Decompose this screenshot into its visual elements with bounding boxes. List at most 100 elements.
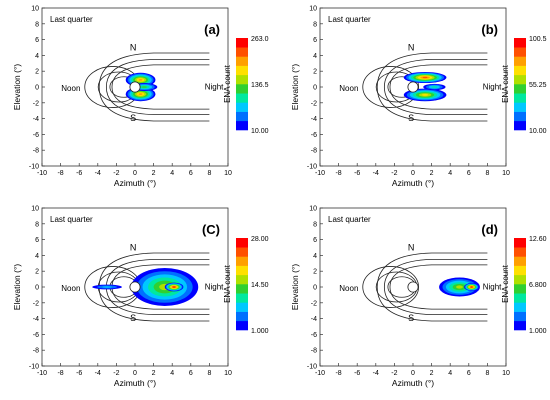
x-tick-label: 4 xyxy=(170,170,174,177)
x-tick-label: 8 xyxy=(207,170,211,177)
x-tick-label: -8 xyxy=(335,370,341,377)
colorbar-segment xyxy=(236,111,248,122)
y-tick-label: -2 xyxy=(33,100,39,107)
south-label: S xyxy=(130,313,136,323)
y-tick-label: -4 xyxy=(311,316,317,323)
tail-field-line xyxy=(105,58,210,116)
noon-label: Noon xyxy=(339,284,358,293)
emission-contour xyxy=(138,79,143,81)
colorbar-segment xyxy=(236,47,248,57)
y-tick-label: -4 xyxy=(33,316,39,323)
x-tick-label: -10 xyxy=(315,170,325,177)
colorbar-segment xyxy=(236,93,248,103)
tail-field-line xyxy=(383,58,488,116)
y-tick-label: 10 xyxy=(309,206,317,213)
north-label: N xyxy=(408,43,415,53)
tail-field-line xyxy=(98,52,210,122)
x-tick-label: 8 xyxy=(485,370,489,377)
x-tick-label: 6 xyxy=(189,170,193,177)
x-tick-label: -8 xyxy=(335,170,341,177)
y-tick-label: -6 xyxy=(33,132,39,139)
colorbar-segment xyxy=(236,320,248,331)
colorbar-segment xyxy=(514,320,526,331)
y-tick-label: 10 xyxy=(31,206,39,213)
chart-panel: -10 -8 -6 -4 -2 0 2 4 6 8 10 -10 -8 -6 -4 -2 0 2 4 6 8 10 Azim… xyxy=(12,206,269,389)
x-tick-label: 0 xyxy=(411,370,415,377)
y-tick-label: 0 xyxy=(313,285,317,292)
colorbar-segment xyxy=(514,111,526,122)
x-tick-label: 2 xyxy=(152,170,156,177)
colorbar-tick-label: 136.5 xyxy=(251,82,269,89)
x-tick-label: 0 xyxy=(133,370,137,377)
x-tick-label: 2 xyxy=(152,370,156,377)
colorbar-segment xyxy=(236,56,248,66)
x-tick-label: 10 xyxy=(502,170,510,177)
x-tick-label: 0 xyxy=(133,170,137,177)
earth-symbol xyxy=(407,81,419,93)
y-tick-label: 6 xyxy=(35,37,39,44)
x-axis-label: Azimuth (°) xyxy=(114,178,156,188)
noon-label: Noon xyxy=(61,284,80,293)
earth-symbol xyxy=(407,281,419,293)
y-tick-label: -8 xyxy=(311,348,317,355)
colorbar-segment xyxy=(514,84,526,94)
noon-label: Noon xyxy=(339,84,358,93)
y-tick-label: -6 xyxy=(311,132,317,139)
colorbar-segment xyxy=(236,38,248,48)
colorbar-tick-label: 28.00 xyxy=(251,236,269,243)
colorbar-segment xyxy=(236,120,248,131)
colorbar-segment xyxy=(514,47,526,57)
y-tick-label: -2 xyxy=(33,300,39,307)
x-tick-label: -4 xyxy=(95,370,101,377)
y-tick-label: -6 xyxy=(33,332,39,339)
tail-field-line xyxy=(376,252,488,322)
colorbar-segment xyxy=(514,102,526,112)
x-tick-label: -2 xyxy=(113,170,119,177)
emission-contour xyxy=(102,286,113,288)
x-tick-label: -2 xyxy=(391,170,397,177)
emission-contour xyxy=(456,285,463,289)
colorbar-tick-label: 55.25 xyxy=(529,82,547,89)
south-label: S xyxy=(408,313,414,323)
colorbar-segment xyxy=(236,293,248,303)
north-label: N xyxy=(130,43,137,53)
colorbar-segment xyxy=(514,38,526,48)
colorbar-segment xyxy=(514,311,526,322)
y-tick-label: 8 xyxy=(313,21,317,28)
emission-contour xyxy=(138,93,143,95)
north-label: N xyxy=(130,243,137,253)
colorbar-segment xyxy=(236,74,248,85)
y-tick-label: -8 xyxy=(311,148,317,155)
y-tick-label: 6 xyxy=(35,237,39,244)
x-tick-label: -6 xyxy=(354,370,360,377)
dayside-field-line xyxy=(362,266,419,308)
y-tick-label: 2 xyxy=(313,269,317,276)
colorbar-tick-label: 10.00 xyxy=(251,128,269,135)
x-tick-label: -8 xyxy=(57,170,63,177)
colorbar-segment xyxy=(514,256,526,266)
y-tick-label: 0 xyxy=(313,85,317,92)
y-tick-label: 2 xyxy=(35,69,39,76)
colorbar-segment xyxy=(514,247,526,257)
colorbar-segment xyxy=(514,265,526,276)
colorbar-title: ENA count xyxy=(223,64,232,103)
x-axis-label: Azimuth (°) xyxy=(392,378,434,388)
y-axis-label: Elevation (°) xyxy=(12,264,22,311)
x-axis-label: Azimuth (°) xyxy=(114,378,156,388)
colorbar-segment xyxy=(514,93,526,103)
colorbar-segment xyxy=(236,238,248,248)
x-tick-label: -2 xyxy=(391,370,397,377)
y-tick-label: 8 xyxy=(313,221,317,228)
y-tick-label: 4 xyxy=(35,53,39,60)
y-tick-label: 8 xyxy=(35,21,39,28)
y-tick-label: -8 xyxy=(33,148,39,155)
chart-panel: -10 -8 -6 -4 -2 0 2 4 6 8 10 -10 -8 -6 -4 -2 0 2 4 6 8 10 Azim… xyxy=(12,6,269,189)
colorbar-segment xyxy=(514,238,526,248)
colorbar-segment xyxy=(236,265,248,276)
night-label: Night xyxy=(483,282,502,291)
tail-field-line xyxy=(389,64,488,110)
emission-contour xyxy=(470,286,473,288)
colorbar-tick-label: 6.800 xyxy=(529,282,547,289)
tail-field-line xyxy=(376,52,488,122)
